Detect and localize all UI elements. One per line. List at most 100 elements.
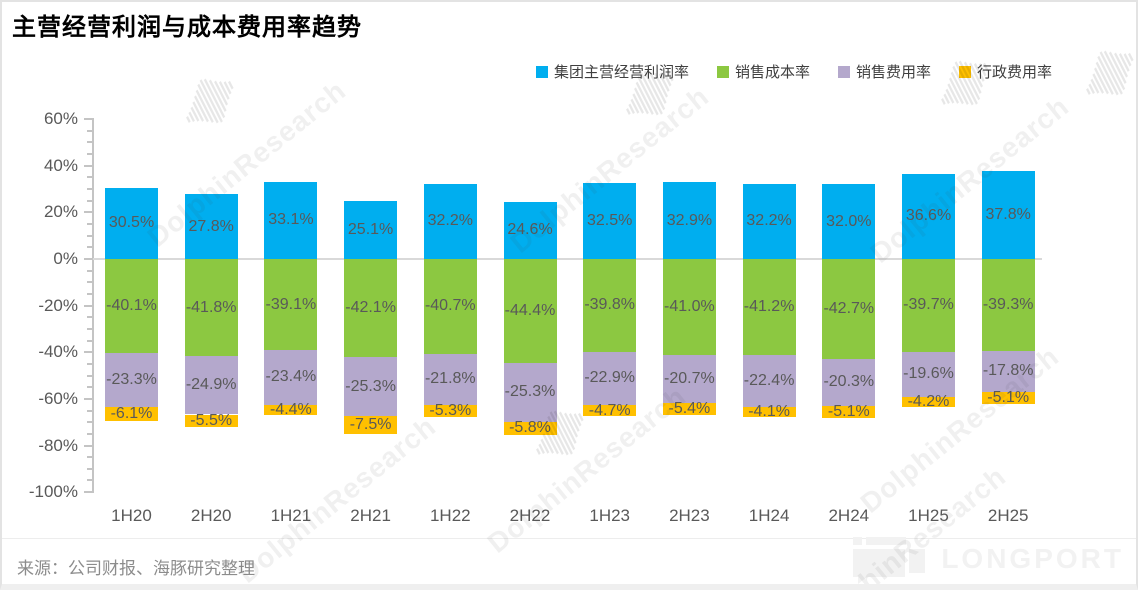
legend-label: 行政费用率: [977, 64, 1053, 81]
y-axis-major-tick: [84, 164, 92, 167]
bar-segment: -5.1%: [822, 403, 876, 420]
bar-value-label: -22.4%: [743, 372, 795, 390]
bar-segment: -42.1%: [344, 259, 398, 358]
bar-segment: -4.4%: [264, 401, 318, 418]
bar-value-label: 32.0%: [826, 212, 872, 230]
y-axis-tick-label: -60%: [38, 388, 78, 408]
y-axis-major-tick: [84, 304, 92, 307]
bar-value-label: -24.9%: [185, 376, 237, 394]
bar-value-label: -6.1%: [110, 404, 153, 422]
y-axis-tick-label: 60%: [43, 109, 78, 129]
y-axis-minor-tick: [87, 141, 92, 144]
brand-name: LONGPORT: [941, 543, 1124, 574]
bar-value-label: -39.7%: [903, 296, 954, 314]
bar-value-label: 32.2%: [746, 212, 792, 230]
bar-segment: 32.2%: [423, 183, 477, 259]
brand-footer: LONGPORT: [849, 533, 1124, 584]
bar-value-label: -25.3%: [504, 383, 556, 400]
y-axis-major-tick: [84, 351, 92, 354]
y-axis-minor-tick: [87, 386, 92, 389]
legend-item: 销售费用率: [838, 61, 931, 82]
bar-value-label: -5.8%: [509, 419, 551, 437]
bar-segment: -39.3%: [981, 259, 1035, 351]
y-axis-minor-tick: [87, 456, 92, 459]
y-axis-minor-tick: [87, 293, 92, 295]
legend-swatch-icon: [536, 65, 548, 78]
y-axis-major-tick: [84, 397, 92, 400]
longport-logo-icon: [853, 537, 926, 584]
bar-value-label: -17.8%: [982, 362, 1034, 380]
bar-segment: -21.8%: [423, 353, 477, 405]
bar-value-label: -44.4%: [504, 301, 556, 319]
bar-segment: 25.1%: [344, 200, 398, 259]
y-axis-line: [92, 118, 94, 493]
x-axis-category-label: 1H20: [111, 506, 152, 525]
y-axis-minor-tick: [87, 188, 92, 191]
bar-value-label: -39.8%: [584, 296, 636, 314]
bar-segment: -24.9%: [184, 356, 238, 415]
bar-segment: -25.3%: [344, 357, 398, 417]
legend-swatch-icon: [838, 65, 851, 78]
bar-segment: 33.1%: [264, 181, 318, 259]
chart-legend: 集团主营经营利润率 销售成本率 销售费用率 行政费用率: [536, 61, 1052, 82]
y-axis-minor-tick: [87, 421, 92, 424]
bar-value-label: -40.1%: [106, 296, 157, 314]
legend-item: 集团主营经营利润率: [536, 61, 689, 82]
legend-item: 销售成本率: [717, 61, 810, 82]
bar-segment: -39.1%: [264, 259, 318, 351]
bar-segment: -25.3%: [503, 362, 557, 422]
bar-segment: -41.2%: [742, 259, 796, 355]
bar-segment: -6.1%: [105, 404, 158, 422]
bar-segment: -39.7%: [902, 259, 955, 352]
bar-value-label: -19.6%: [903, 365, 954, 383]
y-axis-minor-tick: [87, 339, 92, 342]
bar-value-label: 32.5%: [587, 212, 633, 230]
y-axis-tick-label: -80%: [38, 435, 78, 455]
bar-segment: -22.9%: [583, 351, 637, 406]
legend-swatch-icon: [959, 65, 972, 78]
bar-segment: -4.2%: [902, 393, 955, 410]
y-axis-minor-tick: [87, 281, 92, 284]
bar-value-label: -39.3%: [982, 295, 1034, 313]
bar-segment: -7.5%: [344, 415, 398, 434]
y-axis-minor-tick: [87, 199, 92, 202]
bar-value-label: -41.8%: [185, 298, 237, 316]
y-axis-tick-label: 0%: [53, 249, 78, 268]
x-axis-category-label: 1H23: [589, 506, 630, 525]
x-axis-category-label: 2H22: [509, 506, 551, 525]
bar-value-label: -20.3%: [823, 373, 875, 391]
bar-value-label: 36.6%: [905, 207, 952, 225]
source-note: 来源：公司财报、海豚研究整理: [17, 559, 255, 578]
bar-segment: -5.8%: [503, 419, 557, 437]
y-axis-minor-tick: [87, 374, 92, 377]
bar-segment: -40.1%: [105, 259, 158, 353]
bar-value-label: 25.1%: [347, 220, 394, 238]
bar-segment: 37.8%: [981, 170, 1035, 259]
zero-gridline: [93, 258, 1042, 260]
y-axis-major-tick: [84, 491, 92, 494]
bar-value-label: -41.2%: [743, 298, 795, 315]
x-axis-category-label: 1H22: [429, 506, 471, 525]
bar-segment: -4.1%: [742, 403, 796, 420]
bar-segment: -22.4%: [742, 355, 796, 408]
bar-value-label: -21.8%: [424, 370, 476, 388]
y-axis-major-tick: [84, 258, 92, 260]
bar-segment: -23.3%: [105, 352, 158, 407]
bar-value-label: -7.5%: [349, 415, 392, 433]
bar-segment: -4.7%: [583, 402, 637, 419]
y-axis-tick-label: 40%: [43, 155, 78, 175]
bar-value-label: -25.3%: [345, 377, 396, 395]
bar-segment: -5.5%: [184, 412, 238, 429]
legend-label: 集团主营经营利润率: [554, 64, 690, 81]
bar-segment: -5.1%: [981, 389, 1035, 406]
bar-segment: 32.2%: [742, 183, 796, 259]
y-axis-tick-label: -20%: [38, 295, 78, 315]
bar-segment: 32.5%: [583, 183, 637, 259]
bar-value-label: 30.5%: [108, 214, 155, 232]
bar-segment: -20.7%: [662, 354, 716, 403]
y-axis-tick-label: 20%: [43, 202, 78, 222]
chart-title: 主营经营利润与成本费用率趋势: [12, 14, 362, 41]
x-axis-category-label: 2H20: [190, 506, 232, 525]
bar-value-label: 24.6%: [507, 221, 553, 239]
y-axis-minor-tick: [87, 479, 92, 482]
